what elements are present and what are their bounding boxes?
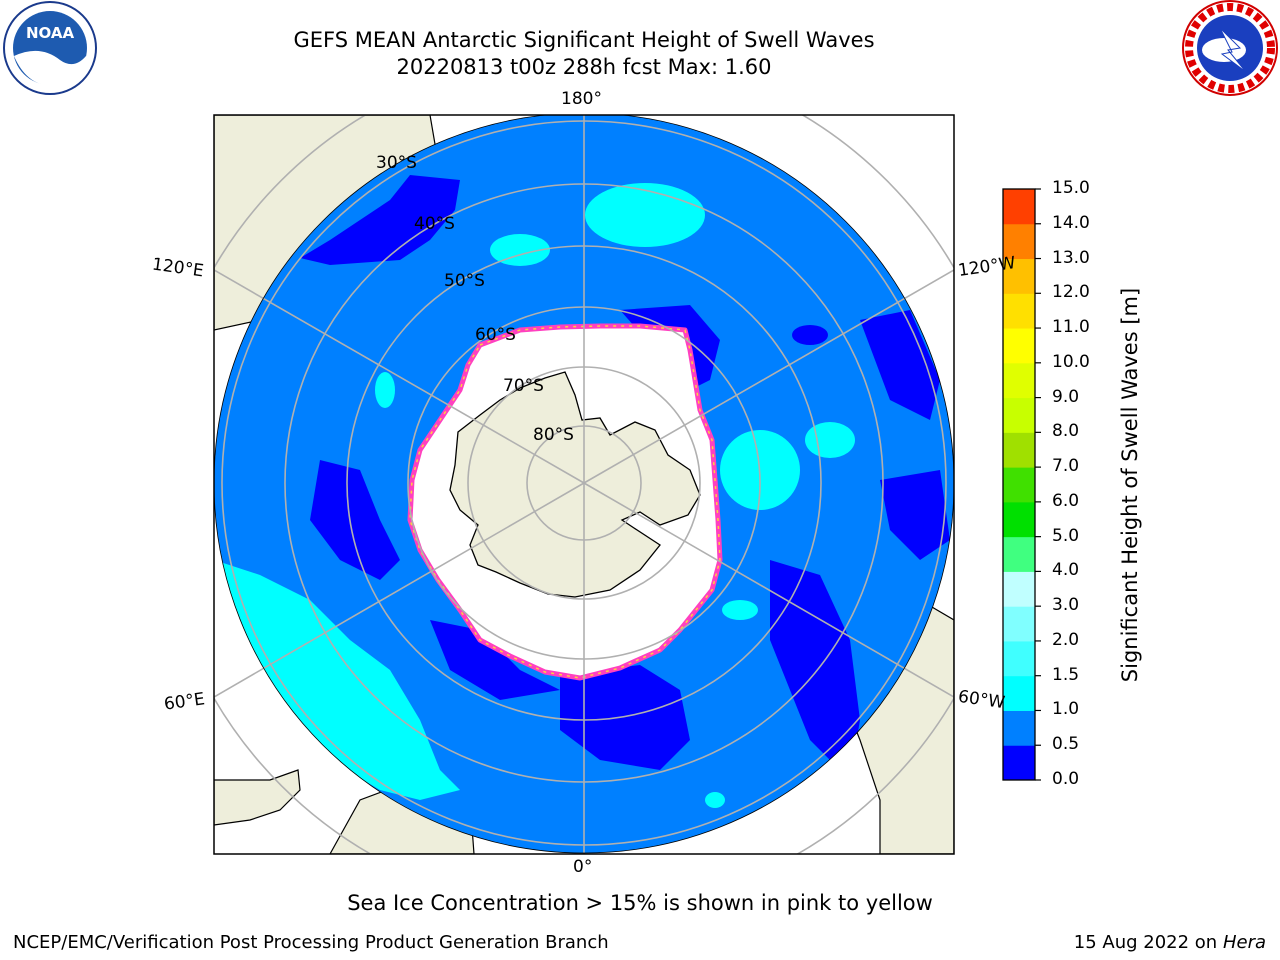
colorbar-tick-label: 8.0 [1052,421,1080,442]
colorbar-tick-label: 9.0 [1052,386,1080,407]
colorbar-segment [1003,536,1035,572]
map-title: GEFS MEAN Antarctic Significant Height o… [293,28,875,52]
colorbar-segment [1003,571,1035,607]
swell-field-0-0-0-5 [300,175,950,780]
colorbar-label: Significant Height of Swell Waves [m] [1118,287,1142,683]
colorbar-tick-label: 0.5 [1052,734,1080,755]
date-value: 15 Aug 2022 on [1073,932,1218,953]
colorbar-segment [1003,467,1035,503]
colorbar-tick-label: 14.0 [1052,212,1090,233]
credit-text: NCEP/EMC/Verification Post Processing Pr… [13,932,609,953]
colorbar-segment [1003,640,1035,677]
colorbar-tick-label: 4.0 [1052,560,1080,581]
colorbar-tick-label: 3.0 [1052,595,1080,616]
colorbar-tick-label: 15.0 [1052,178,1090,198]
ocean-boundary [214,115,954,854]
colorbar-segment [1003,223,1035,260]
colorbar-tick-label: 2.0 [1052,629,1080,650]
lat-label-30s: 30°S [376,153,417,173]
colorbar-segment [1003,606,1035,642]
colorbar-segment [1003,745,1035,781]
sea-ice-caption: Sea Ice Concentration > 15% is shown in … [347,891,933,915]
lon-label-180: 180° [561,89,602,109]
colorbar-segment [1003,328,1035,364]
colorbar-segment [1003,432,1035,468]
swell-field-1-0-1-5 [214,183,855,808]
date-text: 15 Aug 2022 on Hera [1074,932,1266,953]
map-frame [213,114,955,855]
svg-text:NOAA: NOAA [26,24,75,42]
colorbar-tick-label: 0.0 [1052,769,1080,789]
lat-label-50s: 50°S [444,271,485,291]
colorbar-segment [1003,397,1035,433]
colorbar-segment [1003,710,1035,746]
colorbar-tick-label: 10.0 [1052,351,1090,372]
graticule [214,115,954,854]
lat-label-40s: 40°S [414,214,455,234]
colorbar-segment [1003,293,1035,329]
colorbar-tick-label: 1.0 [1052,699,1080,720]
colorbar-frame [1002,188,1036,781]
lat-label-60s: 60°S [475,325,516,345]
colorbar-segment [1003,362,1035,399]
colorbar-segment [1003,189,1035,225]
noaa-logo-icon: NOAA [3,1,97,95]
colorbar-segment [1003,675,1035,711]
lon-label-0: 0° [573,857,593,877]
nws-logo-icon [1182,0,1278,96]
lat-label-80s: 80°S [533,425,574,445]
machine-name: Hera [1222,932,1266,953]
colorbar-segment [1003,501,1035,538]
colorbar-tick-label: 11.0 [1052,317,1090,338]
colorbar-tick-label: 5.0 [1052,525,1080,546]
map-subtitle: 20220813 t00z 288h fcst Max: 1.60 [396,55,772,79]
lat-label-70s: 70°S [503,376,544,396]
colorbar-tick-label: 6.0 [1052,490,1080,511]
colorbar-tick-label: 7.0 [1052,456,1080,477]
colorbar [1002,188,1041,781]
antarctica-land [449,371,701,598]
colorbar-tick-label: 1.5 [1052,664,1080,685]
colorbar-segment [1003,258,1035,294]
colorbar-tick-label: 12.0 [1052,282,1090,303]
colorbar-tick-label: 13.0 [1052,247,1090,268]
